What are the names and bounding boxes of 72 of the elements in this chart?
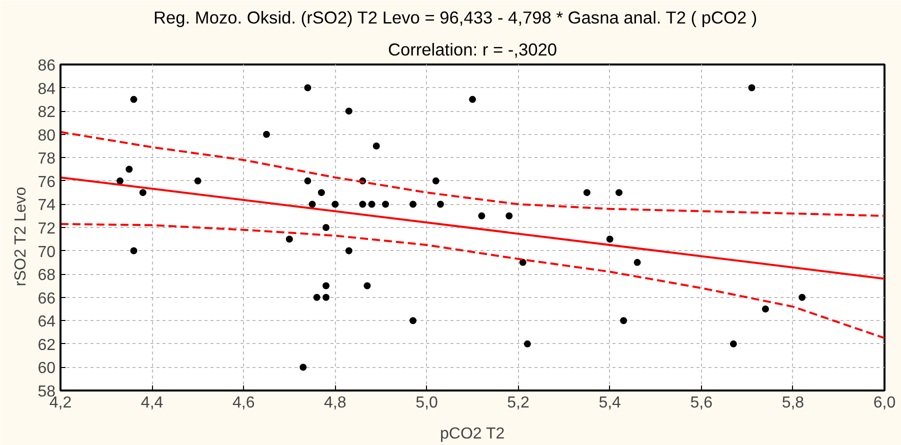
y-tick-label: 64 [38, 314, 56, 331]
point [748, 84, 756, 92]
y-tick-label: 78 [38, 150, 56, 168]
point [730, 340, 737, 348]
point [409, 200, 416, 208]
x-tick-label: 5,2 [507, 394, 530, 412]
chart-title: Reg. Mozo. Oksid. (rSO2) T2 Levo = 96,433 - 4,798 * Gasna anal. T2 ( pCO2 ) [153, 8, 758, 28]
line-series [60, 223, 884, 340]
point [615, 189, 622, 196]
point [322, 282, 330, 290]
x-tick-label: 4,6 [232, 394, 255, 412]
y-tick-label: 70 [38, 244, 56, 261]
point [304, 84, 312, 92]
point [313, 294, 320, 301]
y-tick-label: 76 [38, 174, 56, 191]
point [332, 200, 339, 208]
x-tick-label: 5,4 [598, 394, 622, 412]
x-axis-title: pCO2 T2 [440, 426, 505, 442]
y-tick-label: 66 [38, 290, 56, 308]
chart-subtitle: Correlation: r = -,3020 [388, 40, 558, 60]
point [345, 247, 352, 254]
point [364, 282, 371, 290]
line-series [60, 131, 884, 217]
y-tick-label: 86 [38, 58, 56, 74]
point [130, 96, 138, 103]
x-tick-label: 4,8 [324, 394, 346, 412]
y-tick-label: 74 [38, 197, 56, 214]
y-tick-label: 72 [38, 220, 56, 238]
y-axis-title: rSO2 T2 Levo [12, 186, 30, 286]
point [139, 189, 146, 196]
point [478, 212, 486, 220]
x-tick-label: 5,6 [690, 394, 713, 412]
point [263, 130, 270, 138]
x-tick-label: 6,0 [873, 394, 896, 412]
point [286, 236, 293, 243]
point [382, 200, 390, 208]
point [116, 177, 124, 184]
x-tick-label: 5,8 [782, 394, 804, 412]
point [322, 294, 330, 301]
point [436, 200, 444, 208]
x-tick-label: 5,0 [416, 394, 438, 412]
point [194, 177, 202, 184]
point [318, 189, 325, 196]
point [606, 236, 614, 243]
point [524, 340, 531, 348]
point [620, 317, 628, 324]
point [126, 166, 133, 173]
y-tick-label: 60 [38, 360, 56, 378]
y-tick-label: 68 [38, 267, 56, 284]
y-tick-label: 82 [38, 104, 56, 122]
point [432, 177, 440, 184]
point [308, 200, 316, 208]
point [583, 189, 590, 196]
point [359, 200, 366, 208]
x-tick-label: 4,4 [140, 394, 164, 412]
y-tick-label: 62 [38, 336, 56, 354]
point [409, 317, 416, 324]
point [798, 294, 806, 301]
point [519, 258, 526, 266]
point [345, 108, 352, 115]
point [372, 142, 380, 150]
y-tick-label: 84 [38, 80, 56, 98]
y-tick-label: 80 [38, 127, 56, 144]
point [322, 224, 330, 231]
point [762, 306, 769, 312]
point [130, 247, 138, 254]
point [506, 212, 513, 220]
point [634, 258, 641, 266]
point [368, 200, 376, 208]
point [304, 177, 312, 184]
point [300, 364, 307, 371]
point [469, 96, 476, 103]
